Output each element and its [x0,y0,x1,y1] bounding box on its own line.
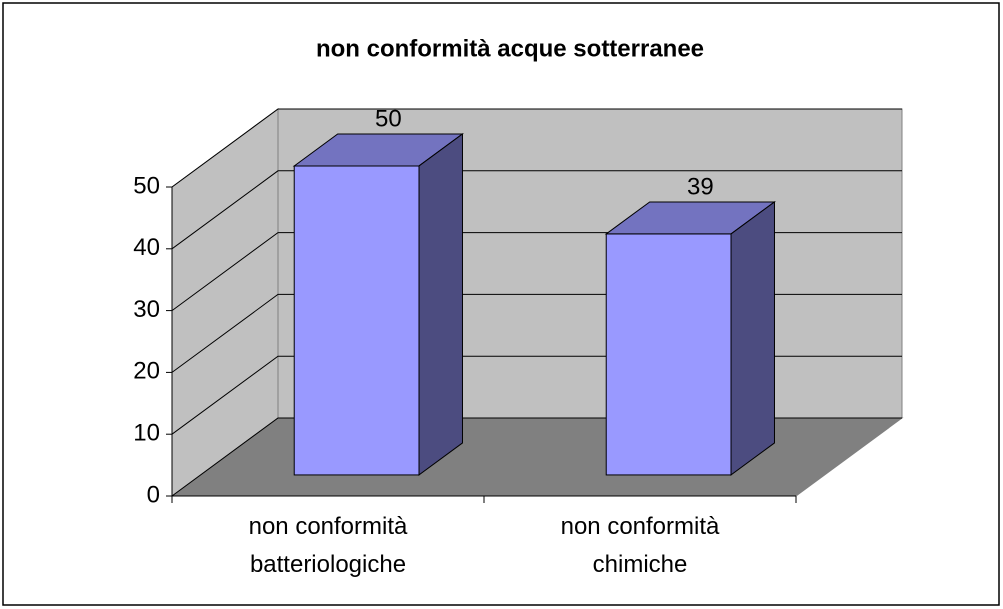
value-label: 39 [687,173,714,200]
y-tick-label: 30 [133,296,160,323]
grid-line [171,170,902,250]
chart-title: non conformità acque sotterranee [316,35,704,62]
grid-line [171,108,902,188]
x-tick-label: non conformità batteriologiche [248,513,408,578]
x-tick-label: non conformità chimiche [560,513,720,578]
y-tick-label: 20 [133,358,160,385]
y-tick-label: 10 [133,420,160,447]
value-label: 50 [375,105,402,132]
y-tick-label: 50 [133,172,160,199]
y-tick-label: 0 [147,481,160,508]
bar-side [730,200,775,476]
bar-side [418,132,463,476]
floor [170,417,904,497]
bar-front [605,233,732,476]
y-tick-label: 40 [133,234,160,261]
bar-front [293,165,420,476]
